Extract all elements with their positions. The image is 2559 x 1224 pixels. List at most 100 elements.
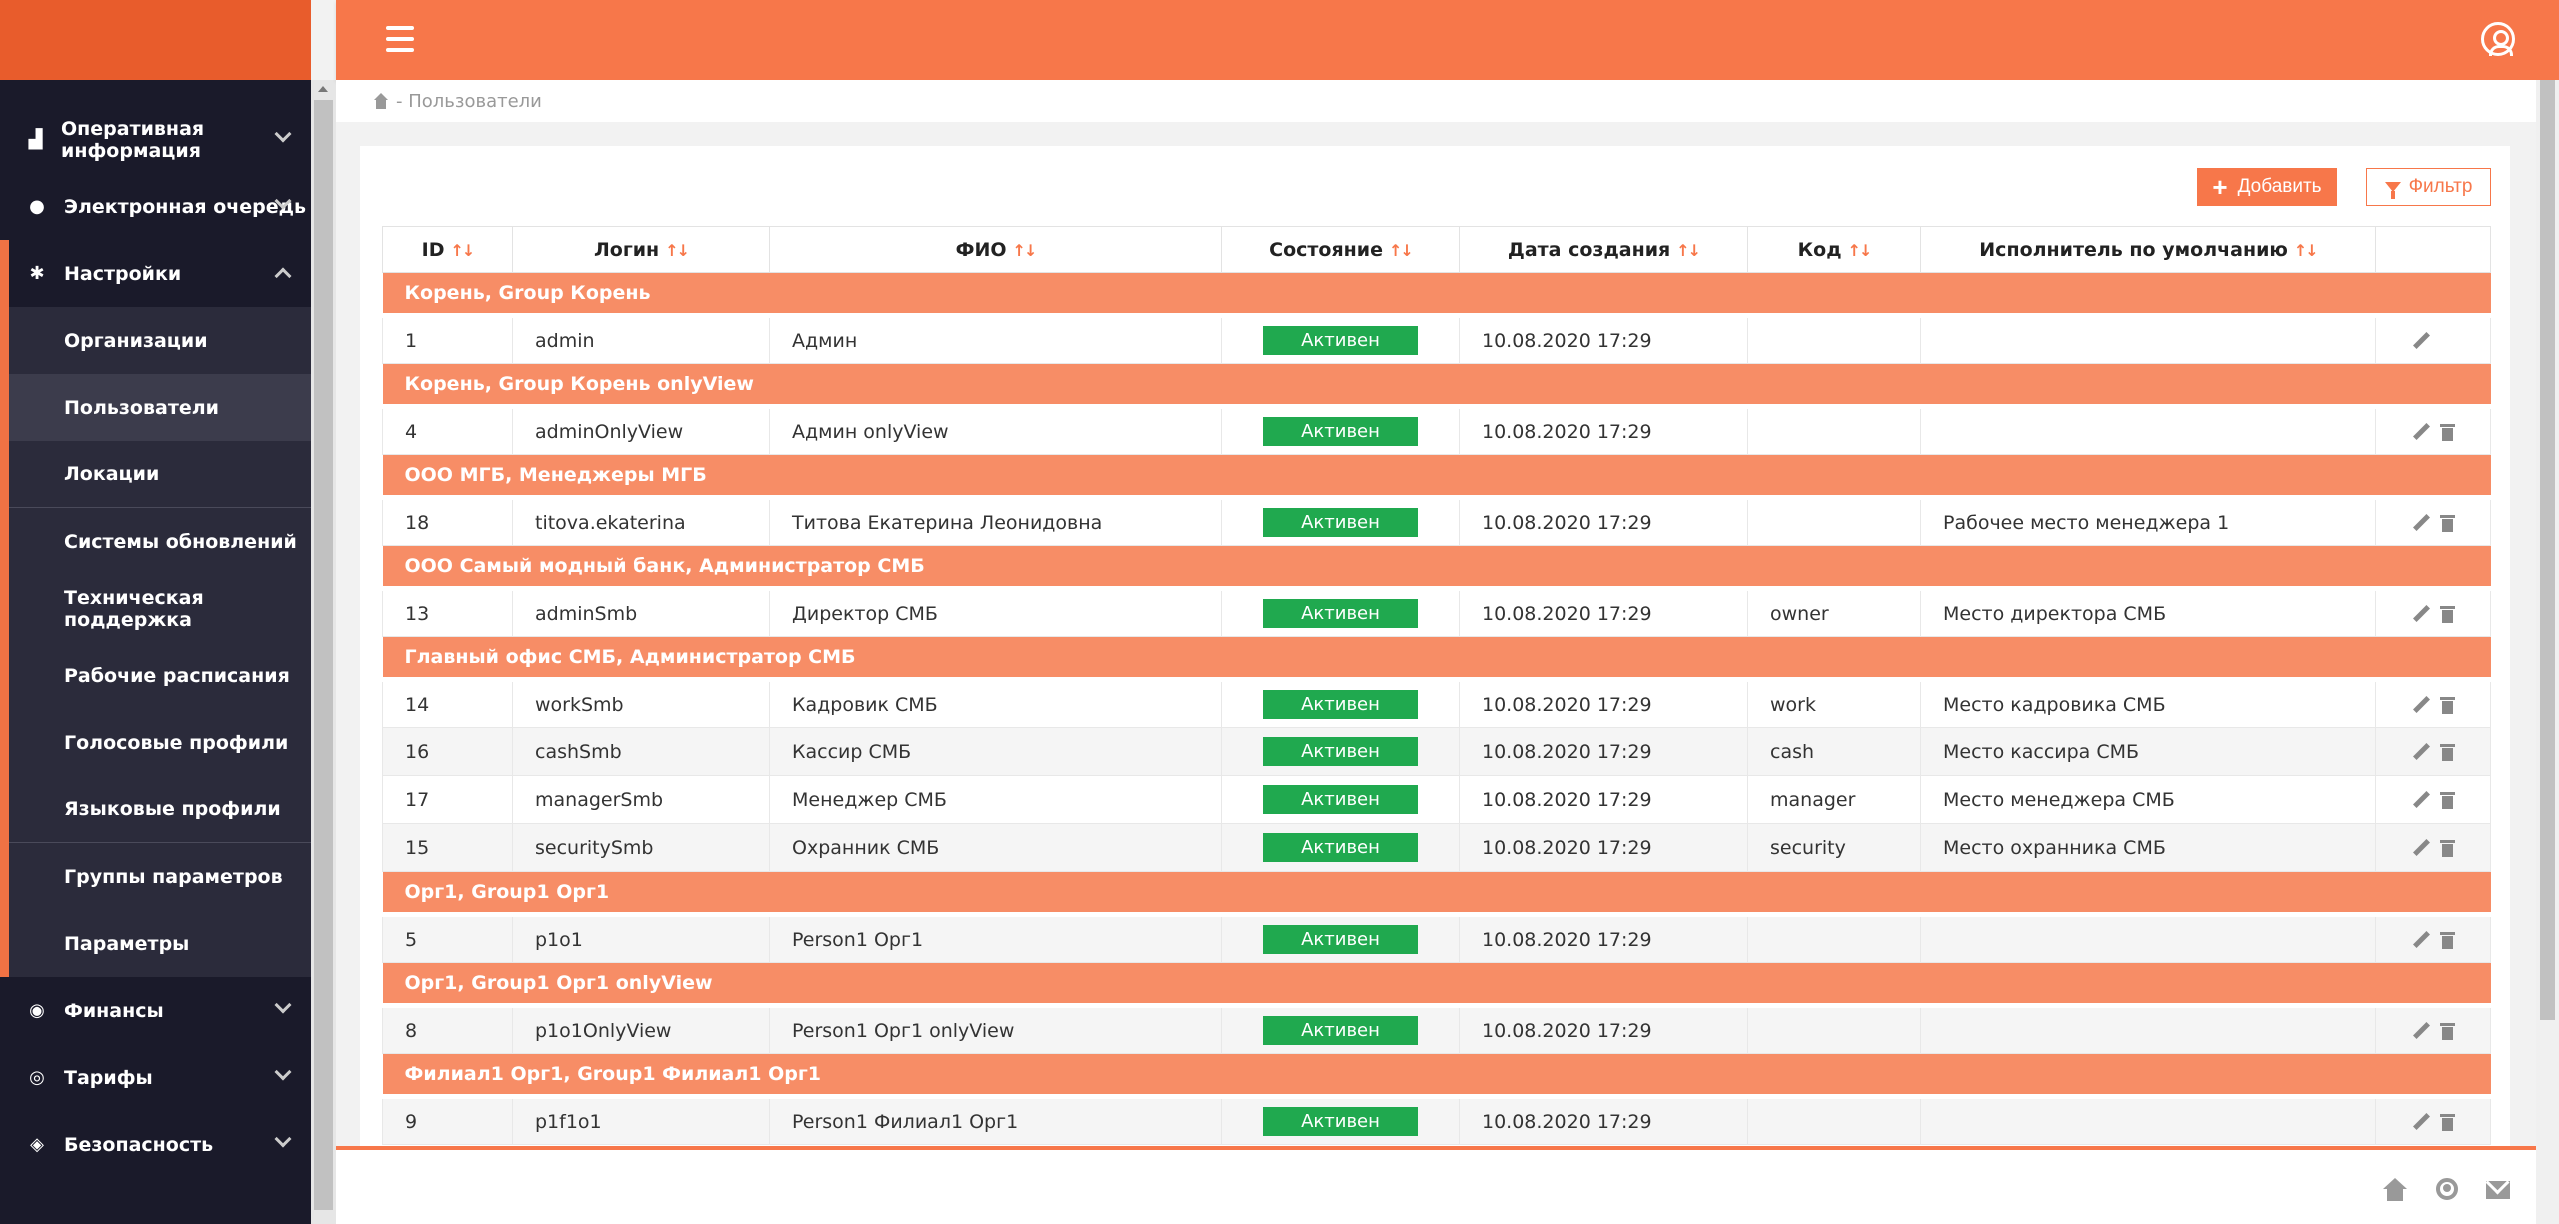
cell-created: 10.08.2020 17:29	[1459, 775, 1748, 824]
submenu-item-parameters[interactable]: Параметры	[9, 910, 311, 977]
home-icon[interactable]	[2383, 1178, 2407, 1202]
submenu-item-schedules[interactable]: Рабочие расписания	[9, 642, 311, 709]
edit-pencil-icon[interactable]	[2412, 423, 2430, 441]
submenu-item-update-systems[interactable]: Системы обновлений	[9, 508, 311, 575]
chevron-down-icon	[274, 1063, 292, 1081]
scrollbar-thumb[interactable]	[314, 100, 333, 1210]
delete-trash-icon[interactable]	[2440, 514, 2455, 532]
cell-code	[1747, 1096, 1921, 1145]
sidebar-item-settings[interactable]: ✱ Настройки	[0, 240, 311, 307]
submenu-item-users[interactable]: Пользователи	[9, 374, 311, 441]
user-account-icon[interactable]	[2481, 22, 2515, 56]
edit-pencil-icon[interactable]	[2412, 605, 2430, 623]
column-header-status[interactable]: Состояние ↑↓	[1221, 226, 1460, 273]
table-row[interactable]: 8 p1o1OnlyView Person1 Орг1 onlyView Акт…	[382, 1005, 2491, 1054]
sidebar-item-tariffs[interactable]: ◎ Тарифы	[0, 1044, 311, 1111]
group-row: Орг1, Group1 Орг1	[382, 871, 2491, 917]
sort-icon[interactable]: ↑↓	[665, 240, 690, 260]
group-row: Главный офис СМБ, Администратор СМБ	[382, 636, 2491, 682]
submenu-item-locations[interactable]: Локации	[9, 441, 311, 508]
submenu-item-language-profiles[interactable]: Языковые профили	[9, 776, 311, 843]
cell-actions	[2375, 775, 2491, 824]
delete-trash-icon[interactable]	[2440, 839, 2455, 857]
edit-pencil-icon[interactable]	[2412, 791, 2430, 809]
table-row[interactable]: 18 titova.ekaterina Титова Екатерина Лео…	[382, 497, 2491, 546]
table-row[interactable]: 14 workSmb Кадровик СМБ Активен 10.08.20…	[382, 679, 2491, 728]
group-row: Корень, Group Корень	[382, 272, 2491, 318]
sidebar-item-label: Электронная очередь	[64, 195, 307, 218]
table-row[interactable]: 16 cashSmb Кассир СМБ Активен 10.08.2020…	[382, 727, 2491, 776]
column-header-fio[interactable]: ФИО ↑↓	[769, 226, 1222, 273]
scroll-up-arrow-icon[interactable]	[318, 86, 328, 92]
table-row[interactable]: 13 adminSmb Директор СМБ Активен 10.08.2…	[382, 588, 2491, 637]
edit-pencil-icon[interactable]	[2412, 332, 2430, 350]
sort-icon[interactable]: ↑↓	[1676, 240, 1701, 260]
column-header-code[interactable]: Код ↑↓	[1747, 226, 1921, 273]
column-header-created[interactable]: Дата создания ↑↓	[1459, 226, 1748, 273]
sidebar-item-label: Финансы	[64, 999, 164, 1022]
cell-fio: Админ	[769, 315, 1222, 364]
sort-icon[interactable]: ↑↓	[450, 240, 476, 260]
delete-trash-icon[interactable]	[2440, 423, 2455, 441]
sidebar-item-label: Настройки	[64, 262, 182, 285]
submenu-item-voice-profiles[interactable]: Голосовые профили	[9, 709, 311, 776]
edit-pencil-icon[interactable]	[2412, 1113, 2430, 1131]
hamburger-menu-icon[interactable]	[386, 26, 414, 52]
sidebar-item-operative[interactable]: ▟ Оперативная информация	[0, 106, 311, 173]
scrollbar-thumb[interactable]	[2540, 80, 2555, 1020]
delete-trash-icon[interactable]	[2440, 791, 2455, 809]
table-row[interactable]: 17 managerSmb Менеджер СМБ Активен 10.08…	[382, 775, 2491, 824]
mail-icon[interactable]	[2486, 1181, 2510, 1199]
sort-icon[interactable]: ↑↓	[2293, 240, 2319, 260]
sidebar-scrollbar[interactable]	[311, 80, 336, 1224]
edit-pencil-icon[interactable]	[2412, 931, 2430, 949]
delete-trash-icon[interactable]	[2440, 743, 2455, 761]
sort-icon[interactable]: ↑↓	[1847, 240, 1873, 260]
cell-fio: Директор СМБ	[769, 588, 1222, 637]
table-row[interactable]: 1 admin Админ Активен 10.08.2020 17:29	[382, 315, 2491, 364]
tariff-icon: ◎	[29, 1067, 45, 1088]
globe-icon[interactable]	[2436, 1178, 2458, 1200]
delete-trash-icon[interactable]	[2440, 931, 2455, 949]
group-name: Орг1, Group1 Орг1 onlyView	[382, 962, 2491, 1008]
add-button[interactable]: + Добавить	[2197, 168, 2337, 206]
sidebar-item-finance[interactable]: ◉ Финансы	[0, 977, 311, 1044]
sort-icon[interactable]: ↑↓	[1389, 240, 1414, 260]
column-header-executor[interactable]: Исполнитель по умолчанию ↑↓	[1920, 226, 2376, 273]
cell-executor	[1920, 406, 2376, 455]
brand-area	[0, 0, 311, 80]
table-row[interactable]: 4 adminOnlyView Админ onlyView Активен 1…	[382, 406, 2491, 455]
group-name: Корень, Group Корень	[382, 272, 2491, 318]
delete-trash-icon[interactable]	[2440, 1113, 2455, 1131]
edit-pencil-icon[interactable]	[2412, 1022, 2430, 1040]
sidebar-menu: ▟ Оперативная информация ● Электронная о…	[0, 106, 311, 1178]
status-badge: Активен	[1263, 925, 1418, 954]
home-icon[interactable]	[372, 93, 390, 109]
sidebar-item-security[interactable]: ◈ Безопасность	[0, 1111, 311, 1178]
filter-button[interactable]: Фильтр	[2366, 168, 2491, 206]
column-header-id[interactable]: ID ↑↓	[382, 226, 513, 273]
edit-pencil-icon[interactable]	[2412, 743, 2430, 761]
table-row[interactable]: 5 p1o1 Person1 Орг1 Активен 10.08.2020 1…	[382, 914, 2491, 963]
cell-executor	[1920, 315, 2376, 364]
table-row[interactable]: 9 p1f1o1 Person1 Филиал1 Орг1 Активен 10…	[382, 1096, 2491, 1145]
cell-id: 5	[382, 914, 513, 963]
delete-trash-icon[interactable]	[2440, 605, 2455, 623]
sort-icon[interactable]: ↑↓	[1012, 240, 1038, 260]
column-header-login[interactable]: Логин ↑↓	[512, 226, 770, 273]
sidebar-item-queue[interactable]: ● Электронная очередь	[0, 173, 311, 240]
users-table: ID ↑↓ Логин ↑↓ ФИО ↑↓ Состояние ↑↓ Дата созд…	[382, 226, 2491, 1145]
edit-pencil-icon[interactable]	[2412, 514, 2430, 532]
cell-fio: Кассир СМБ	[769, 727, 1222, 776]
shield-icon: ◈	[30, 1134, 44, 1155]
delete-trash-icon[interactable]	[2440, 1022, 2455, 1040]
edit-pencil-icon[interactable]	[2412, 696, 2430, 714]
submenu-item-organizations[interactable]: Организации	[9, 307, 311, 374]
page-scrollbar[interactable]	[2536, 80, 2559, 1224]
submenu-item-support[interactable]: Техническая поддержка	[9, 575, 311, 642]
submenu-item-parameter-groups[interactable]: Группы параметров	[9, 843, 311, 910]
breadcrumb: - Пользователи	[336, 80, 2536, 122]
edit-pencil-icon[interactable]	[2412, 839, 2430, 857]
delete-trash-icon[interactable]	[2440, 696, 2455, 714]
table-row[interactable]: 15 securitySmb Охранник СМБ Активен 10.0…	[382, 823, 2491, 872]
